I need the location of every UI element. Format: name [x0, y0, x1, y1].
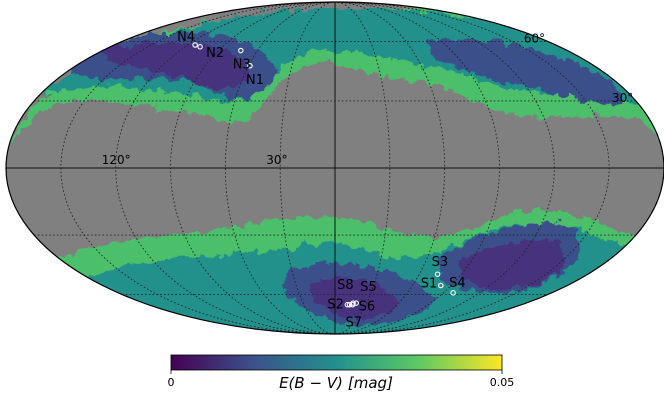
colorbar-title: E(B − V) [mag]	[279, 374, 393, 392]
field-marker	[247, 63, 253, 69]
field-label: N1	[246, 73, 264, 88]
field-marker	[197, 44, 203, 50]
dust-south-dark-2	[310, 277, 397, 318]
field-marker	[344, 301, 351, 308]
lat-grid-label: 30°	[612, 91, 633, 105]
colorbar-title-quantity: E(B − V)	[279, 374, 343, 392]
colorbar-min-label: 0	[168, 376, 175, 389]
lon-grid-label: 30°	[266, 153, 287, 167]
dust-south-dark	[460, 240, 565, 290]
field-marker	[192, 42, 198, 48]
field-label: S4	[449, 276, 466, 291]
meridian-line	[334, 2, 446, 334]
field-label: N2	[206, 46, 224, 61]
field-marker	[238, 47, 244, 54]
field-marker	[450, 290, 456, 296]
dust-north-dark	[100, 42, 250, 90]
colorbar: 0 0.05 E(B − V) [mag]	[168, 354, 515, 392]
dust-north-inner-2	[430, 38, 624, 108]
grid-labels: 120° 30° 60° 30°	[102, 31, 634, 167]
field-marker	[434, 271, 441, 277]
field-label: S1	[421, 277, 438, 292]
field-label: N4	[177, 30, 195, 45]
field-label: S7	[346, 316, 363, 331]
field-marker	[350, 300, 356, 306]
colorbar-ramp	[170, 354, 503, 371]
map-outline	[5, 1, 664, 335]
field-label: S6	[359, 300, 376, 315]
colorbar-title-unit: [mag]	[348, 374, 393, 392]
axes-lines	[6, 2, 664, 334]
lat-grid-label: 60°	[524, 31, 545, 45]
mollweide-map	[6, 2, 664, 334]
field-label: S5	[360, 280, 377, 295]
field-marker	[438, 282, 444, 289]
dust-regions	[6, 7, 662, 334]
colorbar-max-label: 0.05	[490, 376, 515, 389]
lon-grid-label: 120°	[102, 153, 131, 167]
field-label: N3	[233, 58, 251, 73]
field-label: S2	[327, 298, 344, 313]
field-label: S8	[337, 278, 354, 293]
field-label: S3	[432, 255, 449, 270]
